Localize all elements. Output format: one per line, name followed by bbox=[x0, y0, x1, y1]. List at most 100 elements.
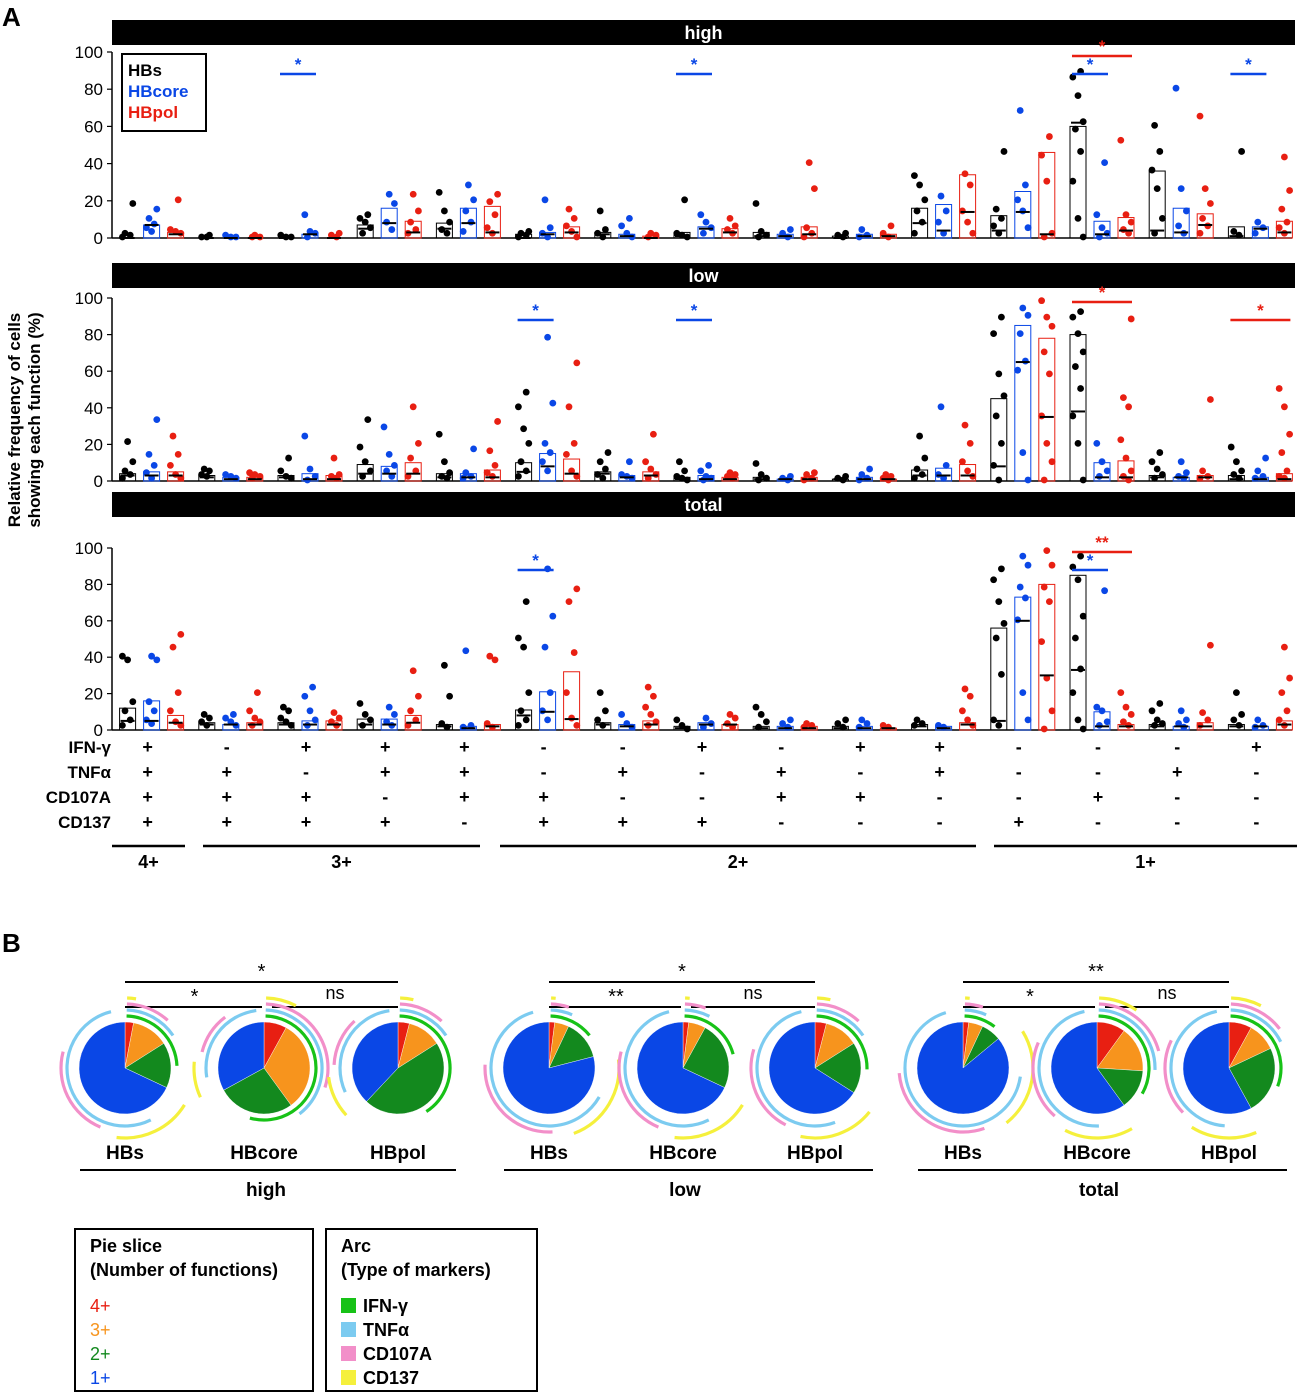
data-point bbox=[356, 700, 364, 707]
data-point bbox=[1177, 185, 1185, 193]
legend-frame bbox=[325, 1228, 538, 1392]
data-point bbox=[1038, 151, 1045, 159]
data-point bbox=[222, 231, 230, 239]
data-point bbox=[311, 472, 319, 480]
data-point bbox=[1204, 716, 1212, 724]
data-point bbox=[546, 224, 554, 232]
marker-label: CD107A bbox=[46, 788, 111, 807]
y-tick-label: 0 bbox=[94, 721, 103, 740]
data-point bbox=[618, 711, 625, 718]
data-point bbox=[520, 425, 527, 433]
data-point bbox=[1074, 716, 1082, 724]
combo-sign: - bbox=[699, 762, 705, 782]
mean-bar bbox=[459, 207, 477, 239]
data-point bbox=[1207, 200, 1214, 207]
data-point bbox=[1040, 233, 1048, 241]
data-point bbox=[494, 190, 501, 198]
data-point bbox=[596, 207, 604, 215]
data-point bbox=[705, 461, 712, 469]
data-point bbox=[805, 159, 813, 167]
data-point bbox=[517, 458, 525, 466]
data-point bbox=[1153, 716, 1161, 724]
data-point bbox=[1079, 348, 1087, 356]
data-point bbox=[1040, 583, 1048, 591]
combo-sign: + bbox=[538, 812, 549, 832]
data-point bbox=[942, 207, 950, 215]
sig-label-left: ** bbox=[608, 986, 624, 1008]
pie-label: HBpol bbox=[787, 1143, 843, 1164]
data-point bbox=[1122, 211, 1130, 219]
data-point bbox=[1238, 467, 1245, 475]
data-point bbox=[301, 211, 309, 219]
data-point bbox=[1230, 228, 1238, 235]
combo-sign: - bbox=[620, 787, 626, 807]
data-point bbox=[623, 720, 631, 727]
data-point bbox=[385, 190, 393, 198]
mean-bar bbox=[642, 720, 660, 731]
data-point bbox=[1014, 616, 1021, 624]
data-point bbox=[842, 472, 849, 480]
data-point bbox=[1079, 612, 1087, 620]
mean-bar bbox=[697, 722, 715, 731]
group-label: 4+ bbox=[138, 852, 159, 872]
marker-label: IFN-γ bbox=[69, 738, 112, 757]
marker-arc bbox=[964, 1008, 987, 1017]
scatter-chart-low: low 0 20 40 60 80 100 * * * * bbox=[75, 263, 1295, 491]
combo-sign: + bbox=[934, 737, 945, 757]
data-point bbox=[763, 718, 770, 726]
marker-arc bbox=[204, 1008, 257, 1078]
data-point bbox=[563, 450, 570, 458]
data-point bbox=[491, 461, 499, 469]
data-point bbox=[539, 707, 546, 715]
data-point bbox=[328, 472, 335, 480]
data-point bbox=[935, 218, 942, 226]
pie-label: HBcore bbox=[230, 1143, 298, 1164]
data-point bbox=[383, 718, 390, 726]
data-point bbox=[1048, 707, 1056, 715]
marker-arc bbox=[338, 1009, 390, 1093]
data-point bbox=[1048, 561, 1056, 569]
data-point bbox=[483, 224, 491, 232]
data-point bbox=[1103, 467, 1111, 475]
marker-arc bbox=[399, 1008, 448, 1037]
data-point bbox=[787, 472, 794, 480]
data-point bbox=[1259, 472, 1267, 480]
data-point bbox=[596, 689, 604, 696]
data-point bbox=[391, 461, 398, 469]
data-point bbox=[992, 634, 1000, 642]
combo-sign: + bbox=[1172, 762, 1183, 782]
combo-sign: + bbox=[934, 762, 945, 782]
y-tick-label: 80 bbox=[84, 575, 103, 594]
data-point bbox=[995, 229, 1003, 237]
marker-arc bbox=[59, 1051, 102, 1129]
panel-label-a: A bbox=[2, 2, 21, 32]
data-point bbox=[1043, 440, 1051, 447]
data-point bbox=[409, 403, 417, 411]
data-point bbox=[1148, 707, 1156, 715]
marker-arc bbox=[623, 1010, 710, 1128]
data-point bbox=[412, 226, 420, 233]
legend-frame bbox=[74, 1228, 314, 1392]
data-point bbox=[1251, 229, 1259, 237]
data-point bbox=[811, 185, 818, 193]
data-point bbox=[652, 231, 660, 239]
data-point bbox=[1177, 707, 1185, 715]
data-point bbox=[961, 170, 969, 178]
mean-bar bbox=[1038, 151, 1056, 239]
pie-slice-1plus bbox=[351, 1021, 399, 1102]
data-point bbox=[541, 643, 549, 651]
data-point bbox=[707, 720, 715, 727]
data-point bbox=[573, 585, 581, 593]
data-point bbox=[1120, 718, 1127, 726]
data-point bbox=[1014, 366, 1021, 374]
data-point bbox=[1098, 458, 1106, 466]
significance-label: * bbox=[1099, 283, 1106, 302]
marker-arc bbox=[1005, 1030, 1035, 1125]
significance-label: * bbox=[1257, 301, 1264, 320]
data-point bbox=[282, 718, 290, 726]
data-point bbox=[364, 211, 372, 219]
data-point bbox=[990, 222, 997, 230]
data-point bbox=[787, 716, 794, 724]
legend-title: Arc bbox=[341, 1236, 371, 1256]
combo-sign: + bbox=[142, 787, 153, 807]
